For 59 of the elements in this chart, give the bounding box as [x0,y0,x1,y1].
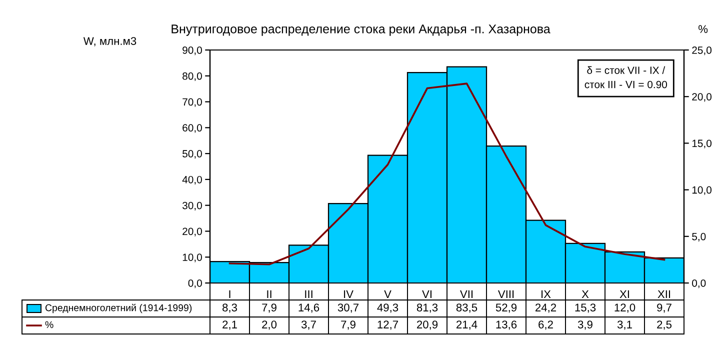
data-label: 2,5 [657,320,672,330]
data-label: 15,3 [575,304,596,313]
y-axis-title: W, млн.м3 [83,37,136,46]
y2-tick-label: 5,0 [692,232,706,242]
annotation: δ = сток VII - IX / сток III - VI = 0.90 [584,66,668,88]
data-label: 7,9 [262,304,276,313]
y-tick-label: 10,0 [182,254,202,262]
x-tick-label: VIII [498,290,514,298]
x-tick-label: I [229,290,230,298]
data-label: 9,7 [657,304,672,313]
data-label: 3,7 [301,320,316,330]
legend-label: % [45,321,54,328]
y-tick-label: 70,0 [182,98,202,107]
data-label: 81,3 [416,304,438,313]
data-label: 13,6 [496,320,517,330]
data-label: 52,9 [496,304,517,313]
data-label: 49,3 [377,304,398,313]
x-tick-label: III [305,290,312,298]
y-tick-label: 20,0 [182,228,202,236]
data-label: 2,1 [222,320,237,330]
x-tick-label: IX [542,290,551,298]
x-tick-label: XI [620,290,629,298]
legend-label: Среднемноголетний (1914-1999) [45,304,192,314]
x-tick-label: VII [460,290,473,298]
data-label: 3,9 [578,320,592,330]
y2-tick-label: 20,0 [692,93,712,102]
data-label: 20,9 [416,320,438,330]
data-label: 24,2 [535,304,556,313]
y-tick-label: 80,0 [182,72,202,81]
y2-axis-title: % [698,25,708,33]
y-tick-label: 40,0 [182,176,202,185]
data-label: 2,0 [262,320,277,330]
chart-title: Внутригодовое распределение стока реки Акдарья -п. Хазарнова [172,24,550,36]
data-label: 6,2 [538,320,553,330]
x-tick-label: X [582,290,589,298]
y-tick-label: 50,0 [182,150,202,159]
y-tick-label: 60,0 [182,124,202,133]
x-tick-label: VI [422,290,432,298]
data-label: 12,7 [378,320,398,330]
x-tick-label: IV [344,290,354,298]
data-label: 30,7 [338,304,359,313]
y-tick-label: 30,0 [182,202,202,210]
y2-tick-label: 25,0 [692,46,712,56]
data-label: 3,1 [617,320,632,330]
y-tick-label: 0,0 [188,280,202,288]
y2-tick-label: 0,0 [692,280,706,288]
data-label: 12,0 [614,304,636,313]
y2-tick-label: 15,0 [692,140,712,148]
x-tick-label: II [267,290,272,298]
y-tick-label: 90,0 [182,46,202,56]
data-label: 21,4 [456,320,478,330]
line-series [228,82,666,266]
data-label: 14,6 [298,304,320,313]
x-tick-label: XII [658,290,670,298]
data-label: 8,3 [222,304,237,313]
y2-tick-label: 10,0 [692,186,712,195]
x-tick-label: V [384,290,392,298]
data-label: 83,5 [456,304,478,313]
data-label: 7,9 [341,320,356,330]
